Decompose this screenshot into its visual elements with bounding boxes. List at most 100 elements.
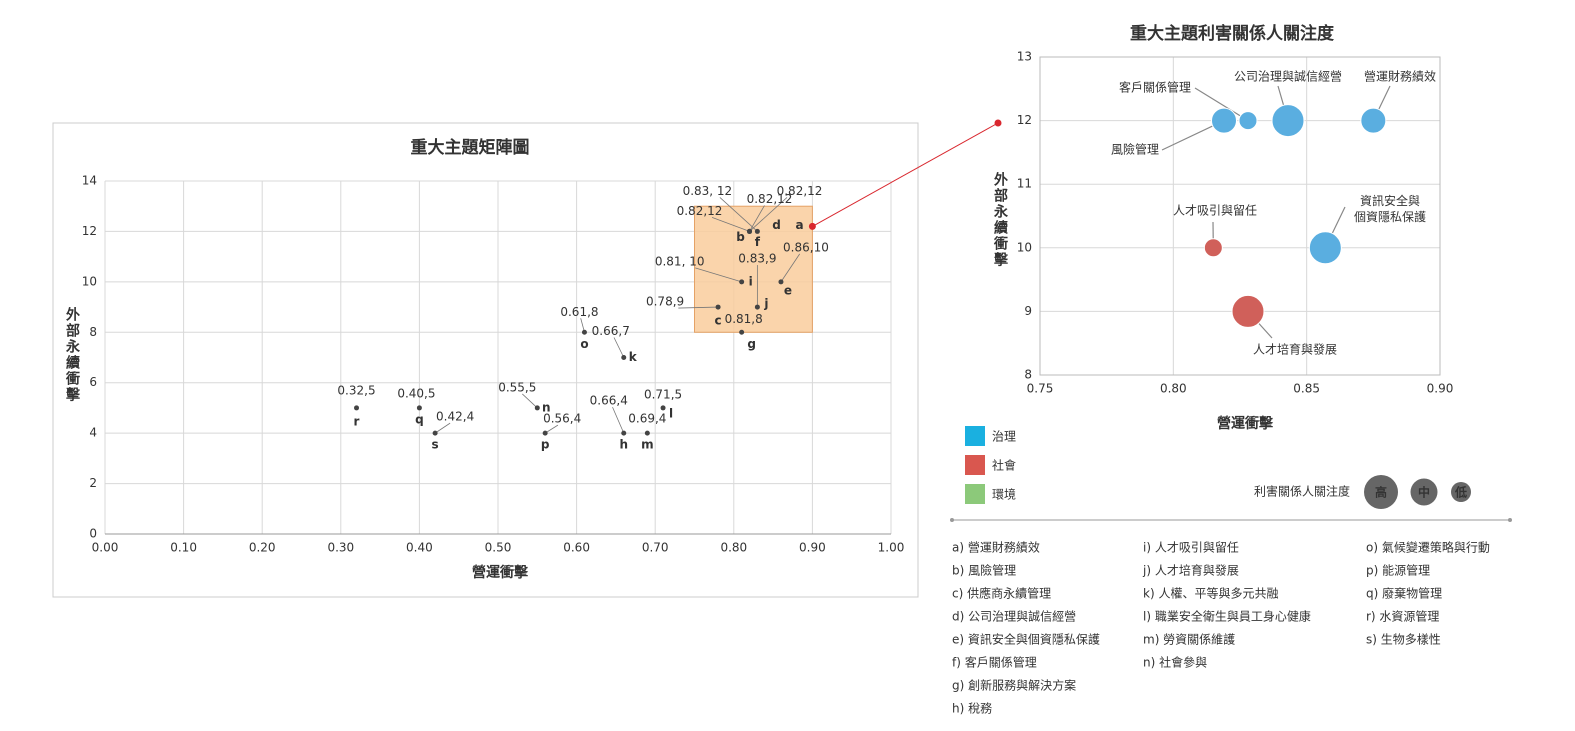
point-letter: q: [415, 412, 424, 426]
x-tick-label: 0.90: [1427, 382, 1454, 396]
highlight: [694, 205, 813, 333]
value-label: 0.83,9: [738, 252, 776, 266]
x-tick-label: 0.20: [249, 541, 276, 555]
y-tick-label: 12: [1017, 113, 1032, 127]
topic: n) 社會參與: [1143, 655, 1207, 670]
topic: a) 營運財務績效: [952, 540, 1040, 555]
y-tick-label: 10: [82, 274, 97, 288]
topic: s) 生物多樣性: [1366, 632, 1441, 647]
point-letter: g: [747, 337, 756, 351]
topic: i) 人才吸引與留任: [1143, 541, 1239, 555]
x-axis-title: 營運衝擊: [472, 564, 529, 581]
y-axis-title: 外部永續衝擊: [64, 306, 81, 403]
point-letter: p: [541, 438, 550, 452]
topic: e) 資訊安全與個資隱私保護: [952, 632, 1100, 647]
connector-dot: [808, 222, 816, 230]
size-legend-circle: [1451, 482, 1471, 502]
point-letter: o: [580, 337, 588, 351]
bubble: [1271, 104, 1305, 138]
y-tick-label: 0: [89, 527, 97, 541]
value-label: 0.82,12: [677, 204, 723, 218]
value-label: 0.81, 10: [655, 254, 705, 268]
bubble-label: 營運財務績效: [1364, 69, 1436, 84]
leader-line: [522, 393, 538, 409]
value-label: 0.83, 12: [683, 184, 733, 198]
point-letter: f: [755, 235, 761, 249]
topic: k) 人權、平等與多元共融: [1143, 587, 1278, 601]
value-label: 0.82,12: [747, 192, 793, 206]
topic: m) 勞資關係維護: [1143, 632, 1235, 647]
value-label: 0.66,7: [592, 324, 630, 338]
x-tick-label: 0.80: [1160, 382, 1187, 396]
x-tick-label: 1.00: [878, 541, 905, 555]
point-letter: l: [669, 406, 673, 420]
leader-line: [719, 197, 758, 232]
value-label: 0.55,5: [498, 380, 536, 394]
bubble: [1238, 111, 1258, 131]
x-tick-label: 0.30: [327, 541, 354, 555]
connector-dot: [994, 119, 1002, 127]
x-tick-label: 0.60: [563, 541, 590, 555]
point-letter: k: [629, 350, 638, 364]
point: [644, 430, 650, 436]
size-legend-circle: [1410, 478, 1438, 506]
point: [416, 405, 422, 411]
leader-line: [711, 217, 750, 232]
x-tick-label: 0.10: [170, 541, 197, 555]
legend-label: 環境: [992, 487, 1016, 502]
point: [747, 228, 753, 234]
chart-title: 重大主題矩陣圖: [411, 137, 530, 158]
topic: l) 職業安全衛生與員工身心健康: [1143, 609, 1311, 624]
x-tick-label: 0.70: [642, 541, 669, 555]
y-tick-label: 6: [89, 375, 97, 389]
point: [660, 405, 666, 411]
bubble-label: 客戶關係管理: [1119, 80, 1191, 95]
point-letter: i: [749, 274, 753, 288]
x-tick-label: 0.40: [406, 541, 433, 555]
point: [778, 279, 784, 285]
separator-dot: [1508, 518, 1512, 522]
x-tick-label: 0.50: [485, 541, 512, 555]
size-legend-label: 中: [1418, 485, 1430, 500]
topic: h) 稅務: [952, 702, 992, 716]
topic: d) 公司治理與誠信經營: [952, 610, 1076, 624]
point: [354, 405, 360, 411]
leader-line: [544, 424, 559, 434]
plot-frame: [1039, 56, 1441, 376]
chart-title: 重大主題利害關係人關注度: [1130, 23, 1335, 44]
y-tick-label: 8: [89, 325, 97, 339]
point-letter: b: [736, 230, 745, 244]
separator-dot: [950, 518, 954, 522]
left-frame: [52, 122, 919, 598]
leader-line: [1194, 87, 1249, 122]
point-letter: a: [795, 218, 803, 232]
connector: [812, 122, 999, 227]
legend-swatch: [965, 426, 985, 446]
topic: g) 創新服務與解決方案: [952, 678, 1076, 693]
leader-line: [749, 197, 788, 232]
y-tick-label: 11: [1017, 177, 1032, 191]
value-label: 0.66,4: [590, 394, 628, 408]
y-tick-label: 2: [89, 476, 97, 490]
point: [542, 430, 548, 436]
point: [621, 430, 627, 436]
value-label: 0.56,4: [543, 412, 581, 426]
legend-label: 治理: [992, 430, 1016, 444]
point: [432, 430, 438, 436]
y-tick-label: 12: [82, 224, 97, 238]
y-tick-label: 4: [89, 426, 97, 440]
size-legend-title: 利害關係人關注度: [1254, 484, 1350, 499]
bubble: [1203, 238, 1223, 258]
value-label: 0.82,12: [777, 184, 823, 198]
value-label: 0.32,5: [337, 383, 375, 397]
bubble: [1308, 231, 1342, 265]
value-label: 0.40,5: [397, 386, 435, 400]
value-label: 0.81,8: [725, 312, 763, 326]
point-letter: n: [542, 400, 551, 414]
legend-label: 社會: [992, 458, 1016, 473]
value-label: 0.78,9: [646, 295, 684, 309]
y-tick-label: 8: [1024, 368, 1032, 382]
value-label: 0.71,5: [644, 387, 682, 401]
value-label: 0.42,4: [436, 410, 474, 424]
point-letter: m: [641, 438, 654, 452]
